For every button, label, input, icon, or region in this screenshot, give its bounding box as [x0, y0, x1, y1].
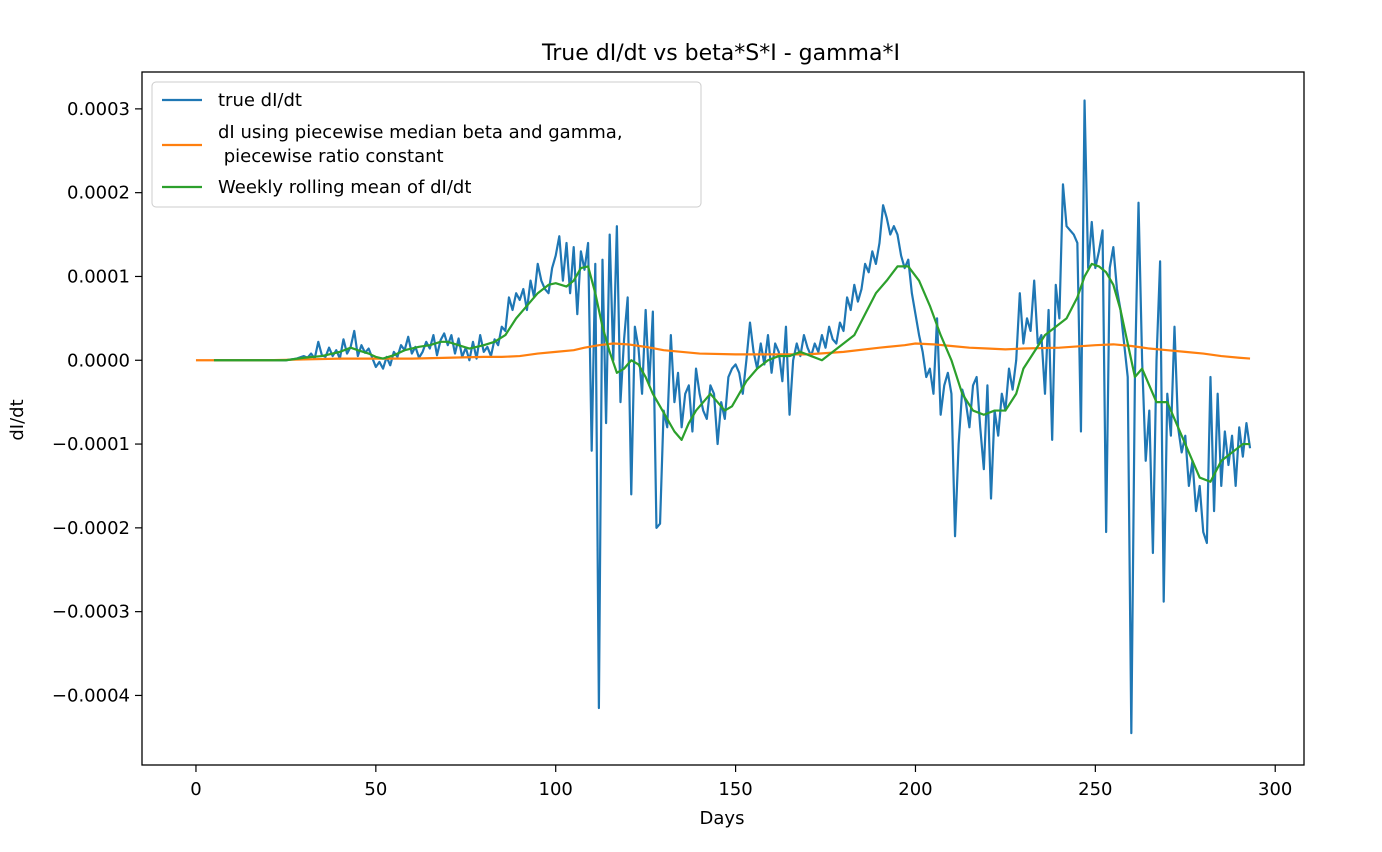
series-layer: [195, 99, 1252, 735]
y-tick-label: −0.0004: [52, 685, 130, 706]
legend-label-rolling-mean: Weekly rolling mean of dI/dt: [218, 177, 471, 198]
x-tick-label: 200: [898, 779, 932, 800]
plot-area: [195, 99, 1252, 735]
y-tick-label: 0.0001: [67, 266, 130, 287]
x-axis: 0 50 100 150 200 250 300: [190, 765, 1292, 800]
x-tick-label: 50: [364, 779, 387, 800]
legend-label-line: Weekly rolling mean of dI/dt: [218, 177, 471, 198]
legend: true dI/dt dI using piecewise median bet…: [151, 81, 702, 208]
plot-frame: [141, 71, 1305, 766]
x-tick-label: 150: [718, 779, 752, 800]
x-tick-label: 300: [1258, 779, 1292, 800]
y-tick-label: 0.0000: [67, 350, 130, 371]
y-axis-title: dI/dt: [7, 399, 28, 440]
legend-label-line: dI using piecewise median beta and gamma…: [218, 122, 623, 143]
x-tick-label: 0: [190, 779, 201, 800]
legend-label-line: true dI/dt: [218, 90, 302, 111]
legend-label-line: piecewise ratio constant: [218, 146, 444, 167]
x-tick-label: 100: [539, 779, 573, 800]
y-tick-label: −0.0001: [52, 434, 130, 455]
y-tick-label: −0.0003: [52, 602, 130, 623]
y-axis: −0.0004 −0.0003 −0.0002 −0.0001 0.0000 0.0001…: [52, 99, 142, 706]
y-tick-label: −0.0002: [52, 518, 130, 539]
chart-title: True dI/dt vs beta*S*I - gamma*I: [541, 41, 900, 66]
y-tick-label: 0.0002: [67, 183, 130, 204]
x-axis-title: Days: [700, 808, 745, 829]
legend-box: [151, 81, 702, 208]
x-tick-label: 250: [1078, 779, 1112, 800]
series-line-weekly-rolling-mean-of-di-dt: [213, 262, 1251, 483]
legend-label-piecewise: dI using piecewise median beta and gamma…: [218, 122, 623, 167]
legend-label-true-didt: true dI/dt: [218, 90, 302, 111]
series-line-di-using-piecewise-median-beta-and-gamma: [195, 342, 1251, 362]
series-line-true-di-dt: [213, 99, 1252, 735]
y-tick-label: 0.0003: [67, 99, 130, 120]
